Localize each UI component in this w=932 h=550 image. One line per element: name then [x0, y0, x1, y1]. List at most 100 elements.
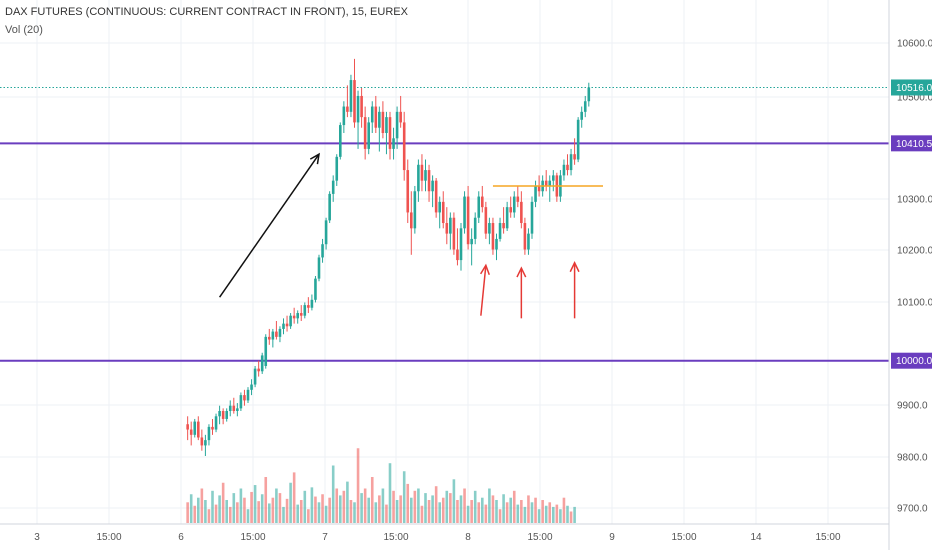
candle-body	[424, 170, 427, 181]
candle-body	[207, 426, 211, 441]
volume-bar	[370, 477, 374, 523]
candle-body	[537, 185, 541, 192]
volume-bar	[424, 493, 427, 523]
volume-bar	[296, 504, 299, 523]
candle-body	[246, 389, 250, 401]
volume-bar	[552, 506, 555, 523]
candle-body	[473, 217, 477, 239]
candle-body	[488, 223, 491, 234]
candle-body	[239, 395, 243, 409]
candle-body	[441, 201, 445, 224]
volume-bar	[268, 503, 271, 523]
volume-bar	[544, 505, 548, 523]
volume-bar	[225, 500, 228, 523]
price-tick-label: 9800.0	[897, 453, 928, 464]
time-tick-label: 8	[465, 532, 471, 543]
candle-body	[253, 368, 257, 385]
volume-bar	[388, 463, 392, 523]
volume-bar	[239, 488, 243, 523]
volume-bar	[378, 495, 381, 523]
volume-bar	[488, 488, 491, 523]
candle-body	[534, 185, 537, 202]
candle-body	[328, 193, 331, 221]
price-badge-label: 10516.0	[896, 83, 932, 94]
candle-body	[576, 119, 580, 160]
time-tick-label: 14	[750, 532, 762, 543]
candle-body	[381, 111, 385, 134]
volume-bar	[346, 481, 349, 523]
volume-bar	[299, 500, 303, 523]
candle-body	[260, 355, 264, 372]
volume-bar	[349, 500, 353, 523]
horizontal-levels	[0, 86, 889, 362]
candle-body	[278, 328, 282, 337]
volume-bar	[236, 502, 239, 523]
candle-body	[221, 411, 225, 419]
candle-body	[523, 223, 527, 250]
volume-bar	[367, 497, 370, 523]
time-axis[interactable]: 3 15:00 6 15:00 7 15:00 8 15:00 9 15:00 14 15:00	[34, 532, 841, 543]
volume-bar	[559, 509, 562, 523]
volume-bar	[250, 491, 253, 523]
volume-bar	[282, 506, 285, 523]
volume-bar	[314, 496, 317, 523]
candle-body	[481, 196, 484, 208]
volume-bar	[218, 495, 221, 523]
volume-bar	[197, 497, 200, 523]
candle-body	[296, 313, 299, 319]
candle-body	[413, 191, 417, 229]
price-tick-label: 10500.0	[897, 93, 932, 104]
bottom-arrow-head	[569, 261, 580, 273]
time-tick-label: 15:00	[815, 532, 840, 543]
volume-bar	[484, 504, 488, 523]
volume-bar	[541, 500, 544, 523]
candle-body	[512, 196, 516, 213]
candle-body	[292, 315, 296, 319]
candle-body	[335, 156, 339, 181]
volume-bar	[516, 504, 520, 523]
candle-body	[339, 125, 342, 157]
volume-bar	[534, 497, 537, 523]
volume-bar	[481, 497, 484, 523]
candle-body	[324, 220, 328, 245]
candle-body	[509, 207, 512, 213]
volume-indicator-label[interactable]: Vol (20)	[5, 24, 43, 36]
price-badge-label: 10000.0	[896, 356, 932, 367]
volume-bar	[303, 490, 307, 523]
volume-bar	[211, 490, 214, 523]
volume-bar	[512, 490, 516, 523]
volume-bar	[473, 490, 477, 523]
annotations	[218, 152, 603, 319]
candle-body	[456, 249, 459, 261]
volume-bar	[470, 500, 473, 523]
candle-body	[360, 95, 363, 118]
volume-bar	[353, 502, 356, 523]
candle-body	[544, 180, 548, 186]
trend-arrow	[218, 153, 320, 298]
volume-bar	[321, 494, 324, 523]
grid-lines	[0, 0, 889, 524]
volume-bar	[189, 494, 193, 523]
volume-bar	[200, 488, 204, 523]
candle-body	[282, 323, 285, 329]
candle-body	[484, 207, 488, 234]
price-axis[interactable]: 10600.0 10500.0 10300.0 10200.0 10100.0 9900.…	[897, 39, 932, 515]
candle-body	[225, 411, 228, 419]
volume-bar	[207, 509, 211, 523]
volume-bar	[523, 506, 527, 523]
time-tick-label: 15:00	[527, 532, 552, 543]
price-badge	[891, 79, 932, 96]
time-tick-label: 15:00	[240, 532, 265, 543]
candle-body	[275, 331, 278, 337]
time-tick-label: 6	[178, 532, 184, 543]
candle-body	[243, 395, 246, 401]
candle-body	[349, 80, 353, 112]
candle-body	[186, 424, 189, 430]
candle-body	[466, 196, 470, 245]
volume-bar	[275, 488, 278, 523]
candle-body	[346, 106, 349, 112]
volume-bar	[257, 501, 260, 523]
candle-body	[392, 138, 395, 149]
candle-body	[530, 201, 534, 234]
